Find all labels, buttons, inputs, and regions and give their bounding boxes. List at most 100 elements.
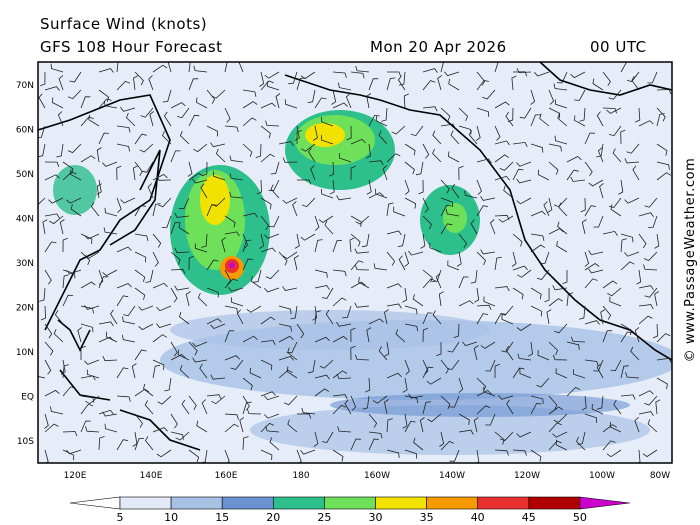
wind-barb (494, 62, 499, 73)
colorbar-label: 25 (317, 511, 331, 524)
wind-barb (40, 71, 46, 87)
wind-barb (458, 413, 470, 425)
wind-barb (440, 395, 451, 409)
wind-barb (260, 359, 273, 371)
wind-barb (418, 179, 424, 195)
wind-barb (350, 260, 364, 271)
wind-barb (152, 282, 168, 289)
wind-barb (44, 413, 49, 429)
wind-barb (449, 395, 460, 408)
wind-barb (435, 273, 442, 289)
wind-barb (408, 250, 424, 256)
wind-barb (40, 305, 47, 321)
wind-barb (642, 449, 658, 458)
wind-barb (62, 386, 76, 397)
wind-barb (584, 278, 598, 289)
wind-barb (368, 114, 380, 127)
wind-barb (80, 345, 86, 360)
wind-barb (638, 304, 654, 310)
wind-barb (626, 143, 640, 154)
wind-barb (476, 179, 482, 195)
wind-barb (404, 395, 419, 404)
wind-barb (206, 89, 216, 104)
wind-barb (224, 330, 235, 343)
wind-barb (278, 335, 294, 343)
wind-barb (440, 123, 456, 129)
wind-barb (178, 197, 190, 210)
colorbar-label: 20 (266, 511, 280, 524)
wind-barb (426, 377, 442, 385)
wind-barb (386, 418, 393, 433)
wind-barb (260, 125, 271, 139)
wind-barb (440, 359, 449, 374)
wind-barb (102, 161, 118, 167)
wind-barb (264, 287, 280, 293)
wind-barb (147, 183, 154, 199)
wind-barb (194, 243, 208, 253)
wind-barb (67, 143, 82, 154)
wind-barb (62, 364, 69, 379)
wind-barb (301, 407, 316, 415)
wind-barb (224, 107, 231, 123)
wind-barb (308, 359, 316, 374)
wind-barb (185, 291, 191, 307)
wind-barb (104, 423, 118, 433)
wind-barb (314, 97, 327, 109)
wind-barb (125, 112, 136, 127)
wind-barb (228, 286, 244, 292)
wind-barb (398, 71, 406, 86)
wind-barb (381, 107, 388, 122)
wind-barb (44, 241, 57, 253)
wind-barb (556, 240, 568, 253)
wind-barb (386, 153, 401, 163)
wind-barb (358, 276, 370, 289)
wind-barb (512, 287, 524, 300)
wind-barb (259, 233, 265, 249)
wind-barb (654, 233, 660, 249)
wind-barb (537, 169, 550, 181)
wind-barb (644, 287, 658, 298)
wind-barb (196, 420, 208, 433)
wind-barb (224, 278, 238, 289)
wind-barb (131, 363, 137, 379)
wind-barb (554, 323, 568, 334)
wind-barb (530, 233, 545, 241)
wind-barb (278, 356, 294, 361)
wind-barb (402, 413, 408, 429)
wind-barb (506, 399, 514, 415)
colorbar-label: 15 (215, 511, 229, 524)
wind-barb (350, 233, 361, 247)
wind-barb (553, 413, 568, 423)
wind-barb (266, 81, 280, 91)
wind-barb (314, 215, 320, 231)
wind-barb (530, 305, 543, 317)
wind-barb (318, 215, 334, 223)
wind-barb (332, 394, 348, 400)
wind-barb (278, 251, 288, 266)
wind-barb (592, 78, 604, 91)
wind-barb (224, 269, 232, 285)
wind-barb (60, 359, 66, 375)
wind-barb (350, 165, 356, 181)
wind-barb (192, 178, 208, 184)
wind-barb (404, 305, 418, 315)
wind-barb (656, 89, 672, 95)
wind-barb (192, 341, 208, 347)
wind-barb (265, 425, 280, 433)
wind-barb (175, 431, 190, 441)
wind-barb (618, 179, 624, 195)
wind-barb (345, 93, 352, 109)
wind-barb (288, 71, 298, 85)
wind-barb (422, 327, 429, 343)
wind-barb (571, 336, 586, 343)
wind-barb (384, 341, 390, 357)
wind-barb (336, 321, 352, 327)
wind-barb (602, 71, 611, 87)
wind-barb (447, 341, 460, 353)
wind-barb (458, 233, 467, 248)
wind-barb (170, 102, 186, 109)
wind-barb (54, 310, 64, 325)
wind-barb (179, 130, 190, 145)
wind-barb (224, 423, 239, 433)
wind-barb (636, 449, 641, 463)
